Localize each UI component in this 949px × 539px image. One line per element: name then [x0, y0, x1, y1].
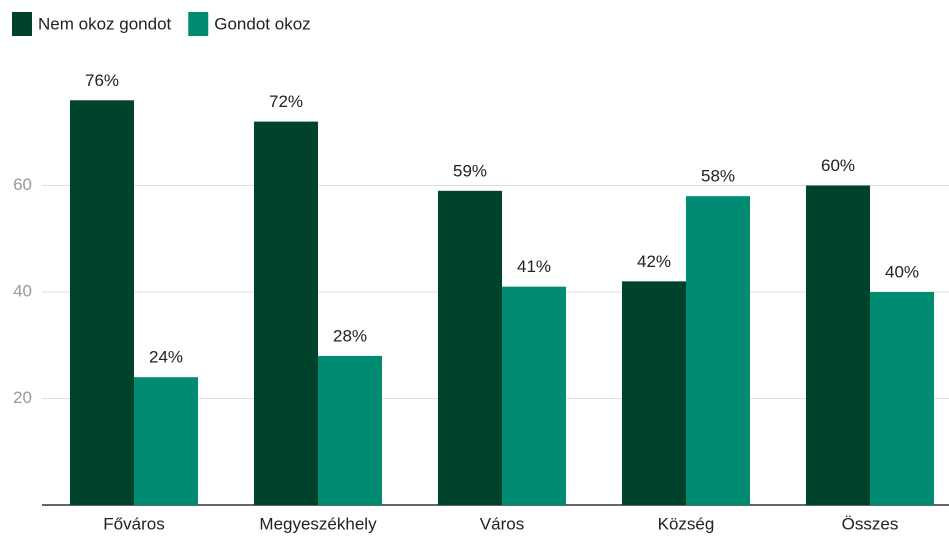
legend-label: Gondot okoz	[214, 14, 310, 33]
bar	[70, 100, 134, 506]
bar	[438, 190, 502, 505]
x-tick-label: Község	[658, 514, 715, 533]
bar	[318, 355, 382, 505]
value-label: 59%	[453, 161, 487, 180]
value-label: 72%	[269, 92, 303, 111]
value-label: 24%	[149, 348, 183, 367]
value-label: 42%	[637, 252, 671, 271]
value-label: 76%	[85, 71, 119, 90]
x-tick-label: Főváros	[103, 514, 164, 533]
value-label: 41%	[517, 257, 551, 276]
x-tick-label: Város	[480, 514, 524, 533]
y-tick-label: 20	[13, 388, 32, 407]
value-label: 60%	[821, 156, 855, 175]
bar	[622, 281, 686, 505]
x-tick-label: Összes	[842, 514, 899, 533]
x-tick-label: Megyeszékhely	[259, 514, 377, 533]
y-tick-label: 40	[13, 281, 32, 300]
bar	[502, 286, 566, 505]
y-tick-label: 60	[13, 175, 32, 194]
bar	[686, 196, 750, 505]
bar	[134, 377, 198, 505]
legend-label: Nem okoz gondot	[38, 14, 172, 33]
value-label: 58%	[701, 167, 735, 186]
value-label: 28%	[333, 326, 367, 345]
bar	[254, 121, 318, 505]
legend-swatch	[188, 12, 209, 36]
bar	[870, 292, 934, 505]
bar	[806, 185, 870, 505]
value-label: 40%	[885, 262, 919, 281]
legend-swatch	[12, 12, 32, 36]
